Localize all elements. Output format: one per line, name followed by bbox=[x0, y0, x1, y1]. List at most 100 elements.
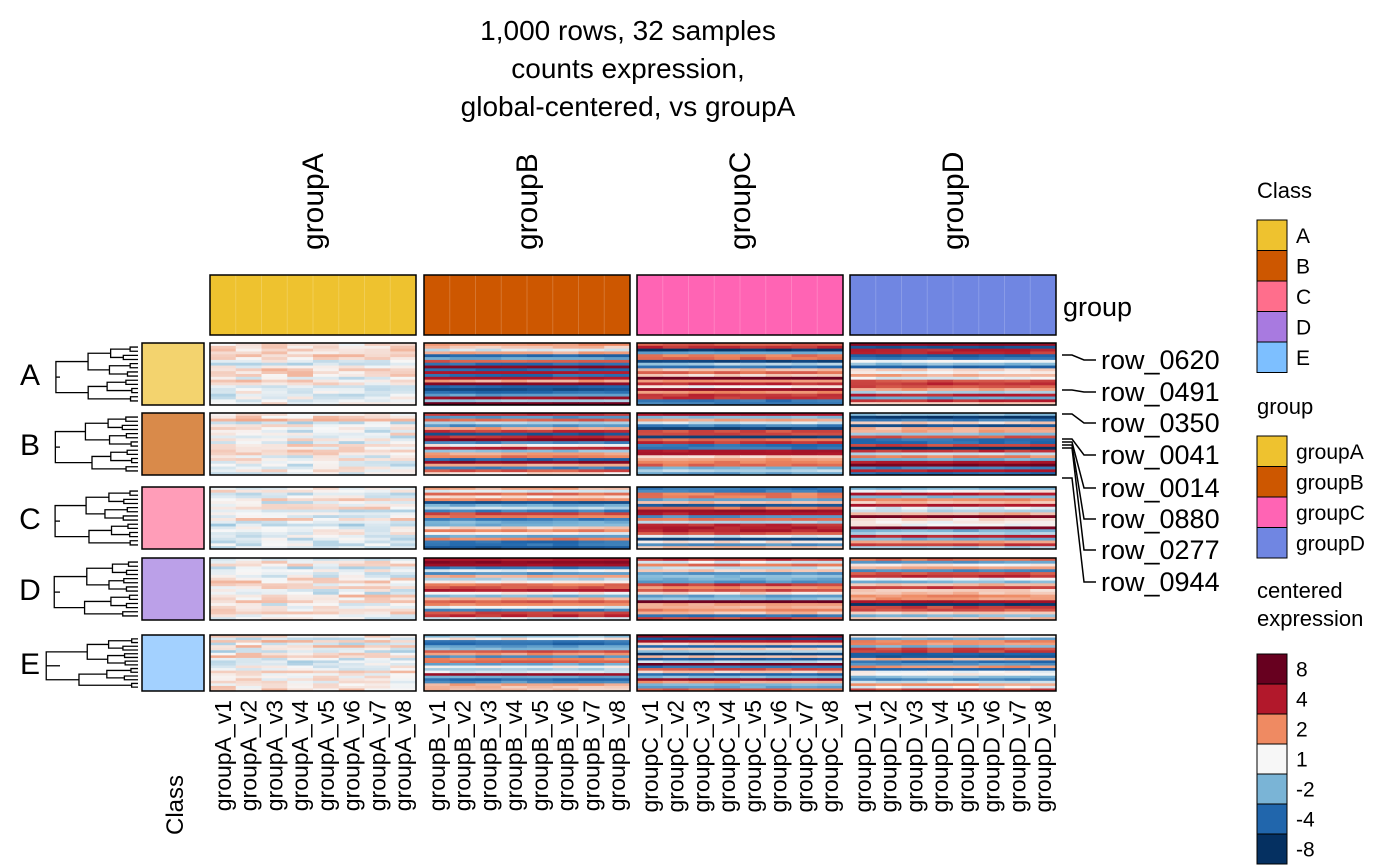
heatmap-cell bbox=[662, 563, 689, 567]
heatmap-cell bbox=[313, 640, 340, 644]
heatmap-cell bbox=[338, 498, 365, 502]
heatmap-cell bbox=[261, 617, 288, 621]
heatmap-cell bbox=[390, 374, 417, 378]
heatmap-cell bbox=[210, 560, 237, 565]
heatmap-cell bbox=[552, 640, 579, 644]
heatmap-cell bbox=[261, 449, 288, 453]
heatmap-cell bbox=[475, 424, 502, 428]
heatmap-cell bbox=[927, 566, 954, 570]
legend-group-label: groupC bbox=[1296, 502, 1365, 525]
heatmap-cell bbox=[527, 441, 554, 445]
heatmap-cell bbox=[978, 487, 1005, 491]
heatmap-cell bbox=[1030, 560, 1057, 565]
heatmap-panel-border bbox=[423, 342, 631, 406]
column-label-groupC_v5: groupC_v5 bbox=[740, 700, 766, 813]
heatmap-cell bbox=[578, 415, 605, 420]
heatmap-cell bbox=[1004, 503, 1031, 508]
column-label-groupA_v2: groupA_v2 bbox=[236, 700, 262, 811]
heatmap-cell bbox=[338, 509, 365, 513]
heatmap-cell bbox=[953, 498, 980, 502]
heatmap-cell bbox=[287, 637, 314, 641]
heatmap-cell bbox=[953, 655, 980, 659]
heatmap-cell bbox=[791, 492, 818, 496]
heatmap-cell bbox=[390, 472, 417, 476]
heatmap-cell bbox=[235, 435, 262, 439]
dendrogram-branch bbox=[104, 509, 128, 519]
heatmap-cell bbox=[390, 560, 417, 565]
heatmap-cell bbox=[1030, 611, 1057, 615]
column-annotation-border bbox=[849, 274, 1057, 336]
heatmap-cell bbox=[424, 368, 451, 372]
heatmap-cell bbox=[475, 492, 502, 496]
heatmap-cell bbox=[475, 650, 502, 654]
heatmap-cell bbox=[424, 399, 451, 403]
heatmap-cell bbox=[449, 435, 476, 439]
heatmap-cell bbox=[261, 657, 288, 661]
heatmap-cell bbox=[552, 600, 579, 604]
heatmap-cell bbox=[501, 650, 528, 654]
heatmap-cell bbox=[901, 432, 928, 436]
heatmap-cell bbox=[364, 376, 391, 381]
heatmap-cell bbox=[235, 683, 262, 687]
heatmap-cell bbox=[901, 365, 928, 369]
heatmap-cell bbox=[604, 532, 631, 536]
heatmap-cell bbox=[765, 569, 792, 573]
heatmap-cell bbox=[740, 362, 767, 366]
heatmap-cell bbox=[850, 463, 877, 467]
heatmap-cell bbox=[578, 390, 605, 395]
heatmap-cell bbox=[1030, 534, 1057, 539]
heatmap-cell bbox=[235, 429, 262, 434]
heatmap-cell bbox=[424, 589, 451, 593]
heatmap-cell bbox=[875, 455, 902, 459]
heatmap-cell bbox=[817, 359, 844, 364]
heatmap-cell bbox=[210, 647, 237, 651]
heatmap-cell bbox=[313, 657, 340, 661]
heatmap-cell bbox=[714, 421, 741, 425]
heatmap-cell bbox=[424, 455, 451, 459]
heatmap-cell bbox=[390, 600, 417, 604]
heatmap-cell bbox=[875, 650, 902, 654]
legend-group-swatch bbox=[1256, 466, 1288, 498]
heatmap-cell bbox=[662, 374, 689, 378]
heatmap-cell bbox=[313, 673, 340, 677]
heatmap-cell bbox=[261, 558, 288, 562]
heatmap-cell bbox=[338, 665, 365, 669]
heatmap-cell bbox=[688, 399, 715, 403]
heatmap-cell bbox=[424, 376, 451, 381]
heatmap-cell bbox=[662, 652, 689, 656]
heatmap-cell bbox=[449, 675, 476, 679]
heatmap-cell bbox=[953, 518, 980, 522]
heatmap-cell bbox=[424, 675, 451, 679]
heatmap-cell bbox=[791, 558, 818, 562]
heatmap-cell bbox=[313, 413, 340, 417]
heatmap-cell bbox=[475, 574, 502, 579]
heatmap-cell bbox=[313, 603, 340, 607]
heatmap-cell bbox=[604, 382, 631, 386]
heatmap-cell bbox=[901, 683, 928, 687]
row-mark-connector bbox=[1062, 444, 1096, 520]
heatmap-cell bbox=[740, 678, 767, 682]
heatmap-cell bbox=[901, 640, 928, 644]
heatmap-cell bbox=[261, 540, 288, 544]
heatmap-cell bbox=[850, 452, 877, 456]
heatmap-cell bbox=[261, 589, 288, 593]
heatmap-cell bbox=[424, 418, 451, 422]
dendrogram-branch bbox=[129, 396, 138, 402]
heatmap-cell bbox=[662, 503, 689, 508]
heatmap-cell bbox=[817, 487, 844, 491]
heatmap-cell bbox=[210, 351, 237, 355]
dendrogram-branch bbox=[125, 416, 138, 422]
heatmap-cell bbox=[765, 688, 792, 692]
heatmap-cell bbox=[552, 357, 579, 361]
heatmap-cell bbox=[578, 603, 605, 607]
heatmap-cell bbox=[927, 670, 954, 674]
heatmap-cell bbox=[662, 577, 689, 581]
heatmap-cell bbox=[501, 526, 528, 530]
heatmap-cell bbox=[261, 435, 288, 439]
heatmap-cell bbox=[688, 506, 715, 510]
heatmap-cell bbox=[953, 388, 980, 392]
heatmap-cell bbox=[1004, 449, 1031, 453]
heatmap-cell bbox=[501, 605, 528, 610]
legend-expression-swatch bbox=[1256, 713, 1288, 745]
